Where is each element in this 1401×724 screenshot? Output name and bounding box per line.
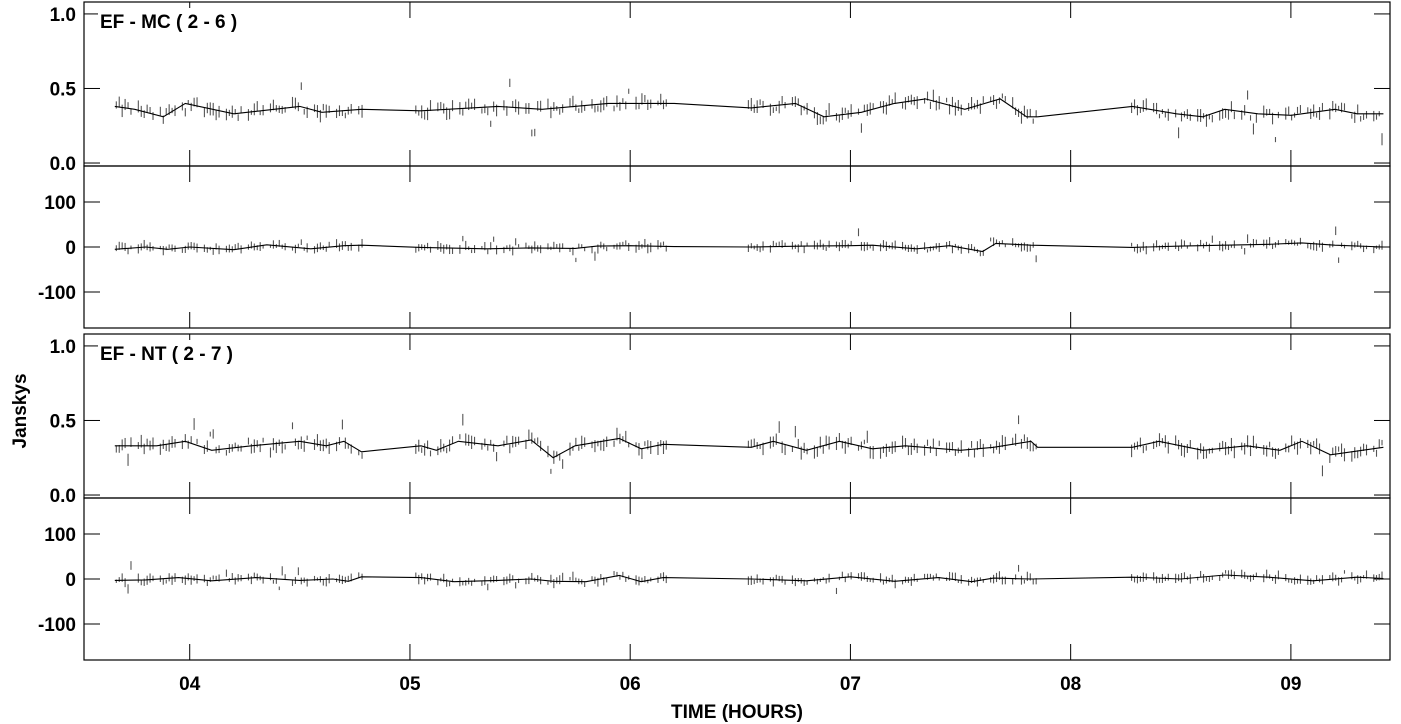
y-tick-label: 1.0 — [50, 5, 76, 26]
y-tick-label: 0.5 — [50, 411, 77, 432]
y-tick-label: 0.0 — [50, 154, 76, 175]
y-tick-label: -100 — [38, 615, 76, 636]
y-tick-label: 1.0 — [50, 337, 76, 358]
x-tick-label: 08 — [1060, 674, 1081, 695]
model-line — [114, 574, 1384, 583]
y-tick-label: 0 — [65, 238, 76, 259]
x-axis-title: TIME (HOURS) — [671, 702, 803, 723]
panel-title-bg — [98, 340, 288, 366]
x-tick-label: 09 — [1280, 674, 1301, 695]
y-axis-title: Janskys — [10, 373, 31, 448]
model-line — [114, 98, 1384, 118]
y-tick-label: 0.0 — [50, 486, 76, 507]
panel-title: EF - NT ( 2 - 7 ) — [100, 344, 233, 365]
panel-title-bg — [98, 8, 288, 34]
data-layer — [114, 78, 1384, 595]
y-tick-label: 0.5 — [50, 79, 77, 100]
panel-title: EF - MC ( 2 - 6 ) — [100, 12, 237, 33]
x-tick-label: 04 — [179, 674, 201, 695]
panel-frames — [83, 1, 1391, 661]
y-tick-label: -100 — [38, 283, 76, 304]
x-tick-label: 06 — [620, 674, 641, 695]
model-line — [114, 437, 1384, 459]
y-tick-label: 100 — [44, 525, 76, 546]
y-tick-label: 100 — [44, 193, 76, 214]
x-tick-label: 07 — [840, 674, 861, 695]
label-layer: 1.0 0.5 0.0 EF - MC ( 2 - 6 ) 100 0 -100 1.0 0.5… — [38, 5, 1301, 695]
y-tick-label: 0 — [65, 570, 76, 591]
model-line — [114, 242, 1384, 253]
x-tick-label: 05 — [399, 674, 421, 695]
